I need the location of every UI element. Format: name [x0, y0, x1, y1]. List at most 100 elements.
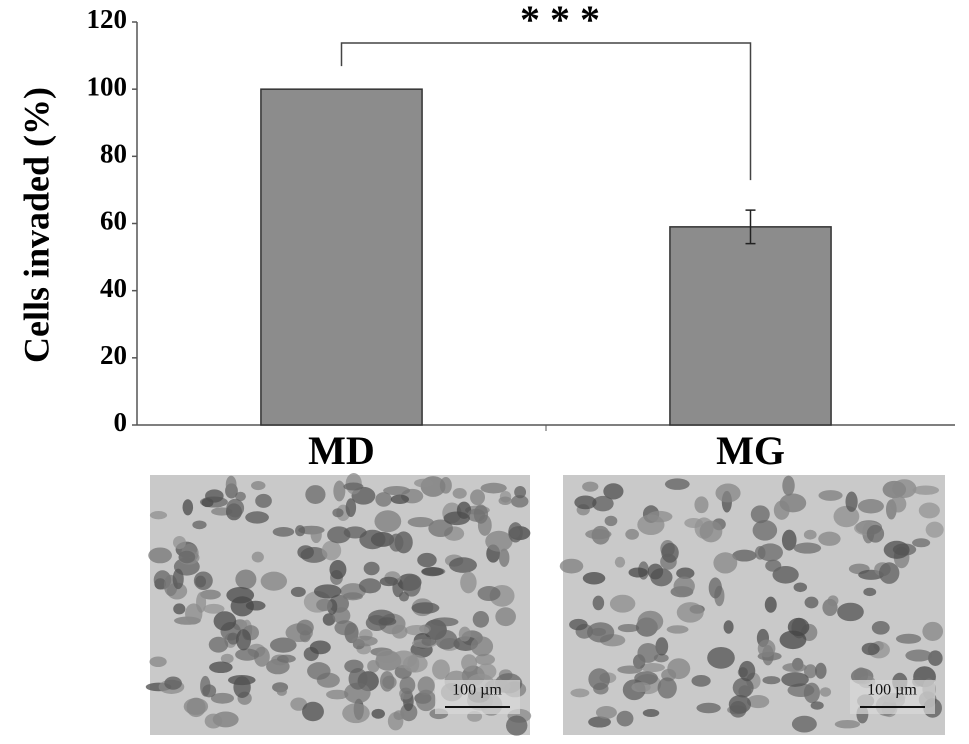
- cell: [694, 496, 709, 514]
- cell: [603, 483, 624, 500]
- cell: [226, 498, 245, 518]
- cell: [892, 479, 917, 498]
- cell: [297, 545, 314, 560]
- cell: [818, 531, 841, 546]
- cell: [379, 670, 395, 692]
- scale-bar-bg: [850, 680, 935, 714]
- cell: [922, 621, 944, 641]
- cell: [173, 535, 186, 550]
- cell: [342, 592, 363, 601]
- cell: [696, 702, 721, 714]
- cell: [470, 489, 485, 506]
- cell: [472, 610, 490, 628]
- cell: [272, 526, 295, 537]
- cell: [417, 552, 437, 568]
- cell: [715, 483, 741, 503]
- micrographs: 100 µm 100 µm: [145, 473, 945, 736]
- cell: [164, 676, 182, 690]
- cell: [375, 492, 392, 507]
- cell: [587, 622, 615, 643]
- cell: [208, 636, 229, 653]
- cell: [708, 577, 722, 599]
- cell: [729, 700, 747, 718]
- cell: [439, 477, 452, 494]
- cell: [367, 659, 380, 673]
- cell: [804, 596, 819, 609]
- cell: [699, 520, 723, 543]
- y-tick-label: 100: [87, 71, 128, 101]
- cell: [220, 653, 234, 664]
- cell: [358, 578, 382, 594]
- cell: [617, 665, 642, 674]
- cell: [430, 617, 459, 627]
- cell: [657, 677, 677, 699]
- y-tick-label: 20: [100, 340, 127, 370]
- cell: [253, 646, 270, 667]
- cell: [295, 525, 306, 537]
- cell: [461, 654, 478, 672]
- x-tick-label: MD: [308, 428, 375, 473]
- cell: [313, 584, 342, 599]
- cell: [772, 565, 799, 584]
- cell: [746, 694, 770, 709]
- cell: [617, 623, 640, 633]
- cell: [225, 475, 237, 494]
- cell: [793, 582, 808, 593]
- cell: [631, 682, 651, 693]
- y-tick-label: 120: [87, 4, 128, 34]
- cell: [391, 624, 408, 639]
- cell: [637, 610, 664, 633]
- cell: [342, 703, 370, 724]
- cell: [574, 495, 597, 510]
- cell: [376, 649, 399, 663]
- cell: [321, 540, 342, 561]
- cell: [383, 486, 411, 496]
- cell: [857, 499, 884, 514]
- cell: [443, 511, 470, 526]
- cell: [374, 510, 402, 533]
- cell: [905, 649, 932, 662]
- cell: [269, 637, 297, 653]
- cell: [411, 602, 440, 614]
- cell: [302, 701, 324, 722]
- cell: [883, 540, 910, 559]
- cell: [732, 677, 754, 698]
- cell: [290, 697, 308, 711]
- cell: [149, 511, 168, 520]
- cell: [205, 489, 224, 503]
- cell: [210, 692, 235, 704]
- cell: [399, 676, 416, 694]
- cell: [827, 595, 839, 607]
- cell: [255, 493, 272, 508]
- cell: [912, 538, 931, 548]
- cell: [588, 668, 611, 691]
- cell: [647, 510, 673, 523]
- cell: [327, 526, 351, 544]
- cell: [752, 520, 778, 541]
- cell: [559, 558, 584, 574]
- cell: [203, 603, 225, 614]
- cell: [773, 500, 790, 520]
- cell: [861, 642, 880, 656]
- cell: [498, 496, 512, 505]
- cell: [803, 664, 817, 679]
- cell: [233, 676, 251, 699]
- bar: [260, 88, 423, 426]
- cell: [845, 491, 858, 512]
- cell: [393, 710, 405, 721]
- cell: [359, 529, 386, 550]
- cell: [890, 495, 907, 513]
- cell: [837, 602, 864, 622]
- cell: [344, 682, 371, 704]
- cell: [918, 502, 940, 519]
- cell: [676, 567, 695, 579]
- cell: [625, 528, 639, 540]
- cell: [460, 571, 477, 594]
- cell: [245, 511, 269, 524]
- cell: [498, 548, 510, 567]
- cell: [351, 635, 378, 647]
- cell: [569, 618, 588, 631]
- cell: [819, 687, 832, 697]
- cell: [871, 621, 890, 635]
- cell: [235, 491, 246, 502]
